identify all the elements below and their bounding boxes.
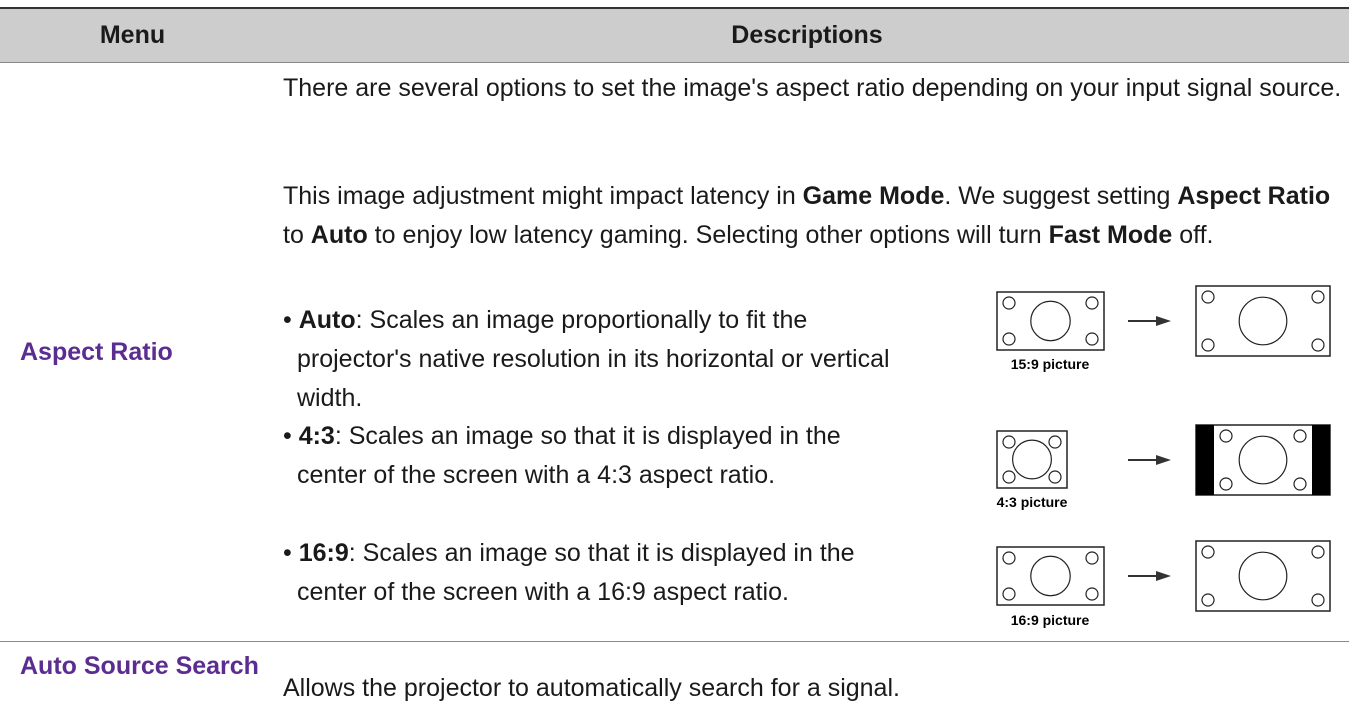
header-row — [0, 9, 1349, 62]
small-circle — [1048, 470, 1062, 484]
caption: 4:3 picture — [997, 494, 1068, 510]
small-circle — [1002, 470, 1016, 484]
small-circle — [1311, 290, 1325, 304]
small-circle — [1085, 296, 1099, 310]
text: to enjoy low latency gaming. Selecting o… — [367, 221, 1049, 249]
small-circle — [1085, 587, 1099, 601]
small-circle — [1002, 435, 1016, 449]
small-circle — [1002, 587, 1016, 601]
small-circle — [1048, 435, 1062, 449]
option: 4:3: Scales an image so that it is displ… — [283, 417, 893, 495]
arrow-head — [1156, 316, 1171, 326]
small-circle — [1311, 338, 1325, 352]
header-cell: Descriptions — [731, 21, 883, 49]
black-bar — [1312, 425, 1330, 495]
big-circle — [1030, 300, 1071, 342]
header-cell: Menu — [99, 21, 166, 49]
option-term: Auto — [298, 306, 356, 334]
small-circle — [1311, 545, 1325, 559]
arrow-head — [1156, 455, 1171, 465]
description: Allows the projector to automatically se… — [283, 674, 900, 702]
big-circle — [1012, 439, 1052, 480]
small-circle — [1201, 593, 1215, 607]
small-circle — [1085, 551, 1099, 565]
small-circle — [1219, 429, 1233, 443]
bold-text: Fast Mode — [1048, 221, 1173, 249]
caption: 15:9 picture — [1011, 356, 1090, 372]
big-circle — [1238, 435, 1288, 485]
small-circle — [1293, 477, 1307, 491]
menu-item: Aspect Ratio — [20, 338, 173, 366]
small-circle — [1201, 545, 1215, 559]
text: . We suggest setting — [944, 182, 1178, 210]
option-term: 16:9 — [298, 539, 349, 567]
black-bar — [1196, 425, 1214, 495]
row-rule — [0, 62, 1349, 63]
text: This image adjustment might impact laten… — [283, 182, 803, 210]
top-rule — [0, 7, 1349, 9]
big-circle — [1030, 555, 1071, 597]
small-circle — [1002, 551, 1016, 565]
small-circle — [1002, 332, 1016, 346]
option-text: : Scales an image so that it is displaye… — [297, 422, 841, 489]
bold-text: Aspect Ratio — [1177, 182, 1331, 210]
option-text: : Scales an image so that it is displaye… — [297, 539, 855, 606]
small-circle — [1293, 429, 1307, 443]
text: There are several options to set the ima… — [283, 74, 1342, 102]
caption: 16:9 picture — [1011, 612, 1090, 628]
arrow-head — [1156, 571, 1171, 581]
row-rule — [0, 641, 1349, 642]
big-circle — [1238, 551, 1288, 601]
small-circle — [1002, 296, 1016, 310]
text: to — [283, 221, 311, 249]
big-circle — [1238, 296, 1288, 346]
bold-text: Game Mode — [802, 182, 945, 210]
option: 16:9: Scales an image so that it is disp… — [283, 534, 893, 612]
small-circle — [1201, 290, 1215, 304]
small-circle — [1085, 332, 1099, 346]
option-term: 4:3 — [298, 422, 335, 450]
option-text: : Scales an image proportionally to fit … — [297, 306, 890, 412]
small-circle — [1219, 477, 1233, 491]
small-circle — [1311, 593, 1325, 607]
option: Auto: Scales an image proportionally to … — [283, 301, 893, 418]
paragraph: There are several options to set the ima… — [283, 69, 1343, 108]
menu-item: Auto Source Search — [20, 652, 259, 680]
text: off. — [1172, 221, 1214, 249]
small-circle — [1201, 338, 1215, 352]
bold-text: Auto — [310, 221, 368, 249]
paragraph: This image adjustment might impact laten… — [283, 177, 1343, 255]
